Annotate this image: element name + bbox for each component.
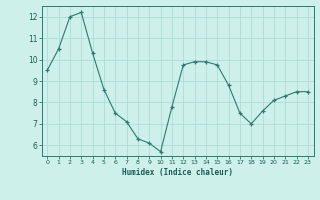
X-axis label: Humidex (Indice chaleur): Humidex (Indice chaleur) xyxy=(122,168,233,177)
